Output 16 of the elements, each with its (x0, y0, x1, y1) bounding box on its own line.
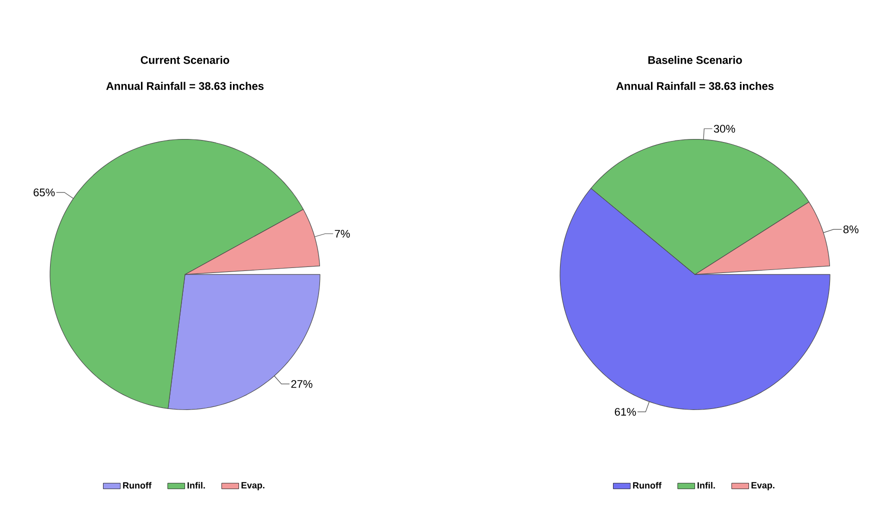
chart-title: Current Scenario (140, 56, 230, 64)
data-label: 65% (34, 188, 55, 196)
data-label: 30% (714, 124, 736, 133)
chart-subtitle: Annual Rainfall = 38.63 inches (106, 82, 264, 90)
legend-label: Evap. (752, 482, 774, 490)
legend-label: Evap. (242, 482, 264, 490)
data-label: 7% (334, 230, 350, 238)
legend-label: Infil. (698, 482, 715, 489)
legend-label: Runoff (633, 482, 662, 489)
legend-label: Infil. (188, 482, 205, 489)
data-label: 8% (843, 225, 858, 234)
data-label: 61% (614, 408, 636, 416)
data-label: 27% (291, 380, 312, 388)
legend-label: Runoff (123, 482, 152, 489)
chart-subtitle: Annual Rainfall = 38.63 inches (616, 82, 774, 90)
chart-title: Baseline Scenario (648, 56, 742, 64)
